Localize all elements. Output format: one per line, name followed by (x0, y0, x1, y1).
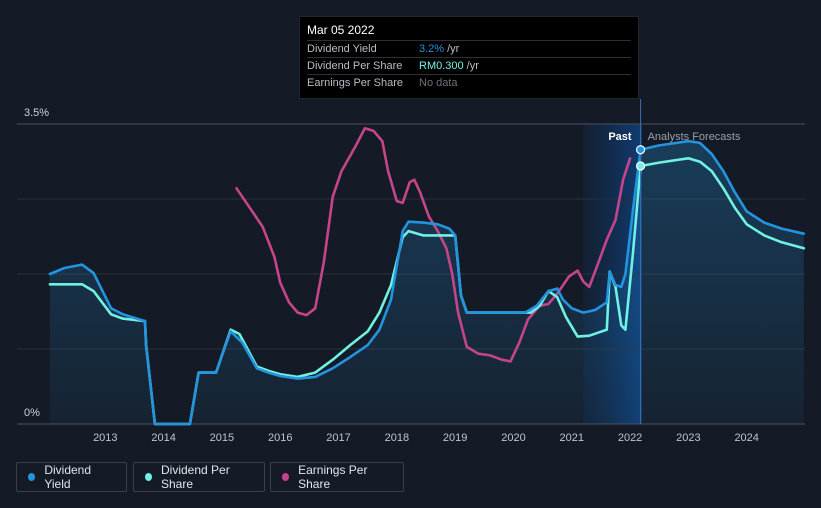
legend-dividend-per-share[interactable]: Dividend Per Share (133, 462, 265, 492)
x-tick-label: 2024 (734, 432, 758, 444)
legend-dot-icon (282, 473, 290, 481)
y-tick-label: 3.5% (24, 107, 49, 119)
marker-dot-dps (635, 161, 646, 171)
tooltip: Mar 05 2022 Dividend Yield 3.2% /yr Divi… (299, 16, 639, 99)
x-tick-label: 2023 (676, 432, 700, 444)
x-tick-label: 2018 (385, 432, 409, 444)
legend-dot-icon (145, 473, 152, 481)
y-tick-label: 0% (24, 407, 40, 419)
x-tick-label: 2019 (443, 432, 467, 444)
tooltip-label: Dividend Per Share (307, 60, 403, 72)
tooltip-value: 3.2% (419, 43, 445, 55)
series-area-0 (49, 141, 804, 424)
past-label: Past (608, 131, 632, 143)
x-tick-label: 2016 (268, 432, 292, 444)
forecast-label: Analysts Forecasts (648, 131, 741, 143)
series-line-dividend-yield (48, 139, 806, 426)
legend-label: Dividend Per Share (161, 463, 230, 491)
x-tick-label: 2017 (326, 432, 350, 444)
x-tick-label: 2020 (501, 432, 525, 444)
x-tick-label: 2014 (151, 432, 175, 444)
tooltip-row-eps: Earnings Per Share No data (307, 74, 631, 91)
legend-earnings-per-share[interactable]: Earnings Per Share (270, 462, 404, 492)
tooltip-date: Mar 05 2022 (307, 23, 375, 37)
tooltip-row-dps: Dividend Per Share RM0.300 /yr (307, 57, 631, 74)
legend-dot-icon (28, 473, 36, 481)
tooltip-value: No data (419, 77, 458, 89)
x-tick-label: 2015 (210, 432, 234, 444)
x-tick-label: 2021 (560, 432, 584, 444)
marker-dot-yield (635, 145, 646, 155)
tooltip-row-yield: Dividend Yield 3.2% /yr (307, 40, 631, 57)
tooltip-value: RM0.300 (419, 60, 464, 72)
tooltip-label: Dividend Yield (307, 43, 377, 55)
legend-label: Earnings Per Share (298, 463, 368, 491)
tooltip-unit: /yr (447, 43, 460, 55)
x-tick-label: 2022 (618, 432, 642, 444)
tooltip-label: Earnings Per Share (307, 77, 403, 89)
x-tick-label: 2013 (93, 432, 117, 444)
legend-dividend-yield[interactable]: Dividend Yield (16, 462, 127, 492)
tooltip-unit: /yr (466, 60, 479, 72)
legend-label: Dividend Yield (44, 463, 92, 491)
